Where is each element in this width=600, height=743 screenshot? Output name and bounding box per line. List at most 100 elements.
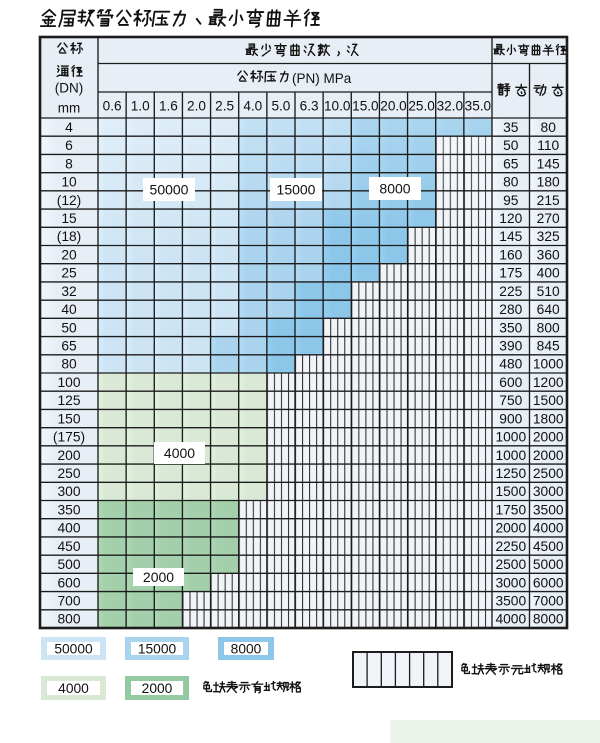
svg-text:(12): (12) [57,193,82,208]
svg-text:400: 400 [57,521,80,536]
svg-text:8: 8 [65,156,73,171]
svg-text:1500: 1500 [533,393,564,408]
svg-text:5.0: 5.0 [271,99,290,114]
svg-text:32.0: 32.0 [437,99,464,114]
svg-text:15000: 15000 [138,641,177,656]
svg-text:2.0: 2.0 [187,99,206,114]
svg-text:10: 10 [61,175,77,190]
svg-text:(DN): (DN) [55,81,84,96]
svg-text:280: 280 [499,302,522,317]
svg-text:1000: 1000 [533,357,564,372]
svg-text:500: 500 [57,557,80,572]
svg-text:15: 15 [61,211,77,226]
svg-text:700: 700 [57,594,80,609]
svg-text:80: 80 [541,120,557,135]
svg-text:0.6: 0.6 [103,99,122,114]
svg-text:95: 95 [503,193,519,208]
svg-text:4000: 4000 [533,521,564,536]
svg-text:2500: 2500 [495,557,526,572]
svg-text:510: 510 [537,284,560,299]
svg-text:1.6: 1.6 [159,99,178,114]
svg-text:2000: 2000 [495,521,526,536]
svg-text:480: 480 [499,357,522,372]
svg-text:600: 600 [499,375,522,390]
svg-text:1500: 1500 [495,484,526,499]
svg-text:640: 640 [537,302,560,317]
svg-text:(175): (175) [53,430,85,445]
svg-text:(PN) MPa: (PN) MPa [292,71,352,86]
svg-text:3500: 3500 [495,594,526,609]
svg-text:250: 250 [57,466,80,481]
svg-text:50000: 50000 [150,181,189,197]
svg-text:2000: 2000 [142,681,173,696]
svg-text:8000: 8000 [379,180,410,196]
svg-text:1200: 1200 [533,375,564,390]
svg-text:150: 150 [57,411,80,426]
svg-text:800: 800 [57,612,80,627]
svg-text:6000: 6000 [533,575,564,590]
svg-text:325: 325 [537,229,560,244]
svg-text:8000: 8000 [533,612,564,627]
svg-text:8000: 8000 [231,641,262,656]
svg-text:15000: 15000 [277,181,316,197]
svg-text:20: 20 [61,247,77,262]
svg-text:360: 360 [537,247,560,262]
svg-text:750: 750 [499,393,522,408]
svg-text:65: 65 [61,339,77,354]
svg-text:7000: 7000 [533,594,564,609]
svg-text:120: 120 [499,211,522,226]
svg-text:2250: 2250 [495,539,526,554]
svg-text:25.0: 25.0 [408,99,435,114]
svg-text:125: 125 [57,393,80,408]
svg-text:270: 270 [537,211,560,226]
svg-text:300: 300 [57,484,80,499]
svg-text:65: 65 [503,156,519,171]
svg-text:10.0: 10.0 [324,99,351,114]
svg-text:145: 145 [499,229,522,244]
svg-text:(18): (18) [57,229,82,244]
svg-text:50: 50 [503,138,519,153]
svg-text:350: 350 [57,502,80,517]
svg-text:3000: 3000 [495,575,526,590]
svg-text:400: 400 [537,266,560,281]
svg-text:450: 450 [57,539,80,554]
svg-text:mm: mm [58,101,81,116]
svg-text:350: 350 [499,320,522,335]
svg-text:225: 225 [499,284,522,299]
svg-text:1.0: 1.0 [131,99,150,114]
svg-text:40: 40 [61,302,77,317]
svg-text:1750: 1750 [495,502,526,517]
svg-text:20.0: 20.0 [380,99,407,114]
svg-text:800: 800 [537,320,560,335]
svg-text:50000: 50000 [54,641,93,656]
svg-text:32: 32 [61,284,76,299]
svg-text:160: 160 [499,247,522,262]
svg-text:5000: 5000 [533,557,564,572]
svg-text:4000: 4000 [164,445,195,461]
svg-text:4500: 4500 [533,539,564,554]
svg-text:15.0: 15.0 [352,99,379,114]
svg-text:845: 845 [537,339,560,354]
svg-text:100: 100 [57,375,80,390]
svg-text:145: 145 [537,156,560,171]
svg-text:1000: 1000 [495,430,526,445]
svg-text:4: 4 [65,120,73,135]
svg-text:175: 175 [499,266,522,281]
svg-text:2500: 2500 [533,466,564,481]
svg-text:110: 110 [537,138,559,153]
svg-text:180: 180 [537,175,560,190]
svg-text:600: 600 [57,575,80,590]
svg-text:215: 215 [537,193,560,208]
svg-text:1000: 1000 [495,448,526,463]
svg-text:80: 80 [61,357,77,372]
svg-text:1250: 1250 [495,466,526,481]
svg-text:1800: 1800 [533,411,564,426]
svg-text:200: 200 [57,448,80,463]
svg-text:900: 900 [499,411,522,426]
svg-text:35: 35 [503,120,519,135]
svg-text:80: 80 [503,175,519,190]
svg-text:2.5: 2.5 [215,99,234,114]
svg-text:35.0: 35.0 [465,99,492,114]
svg-text:6.3: 6.3 [300,99,319,114]
svg-text:25: 25 [61,266,77,281]
